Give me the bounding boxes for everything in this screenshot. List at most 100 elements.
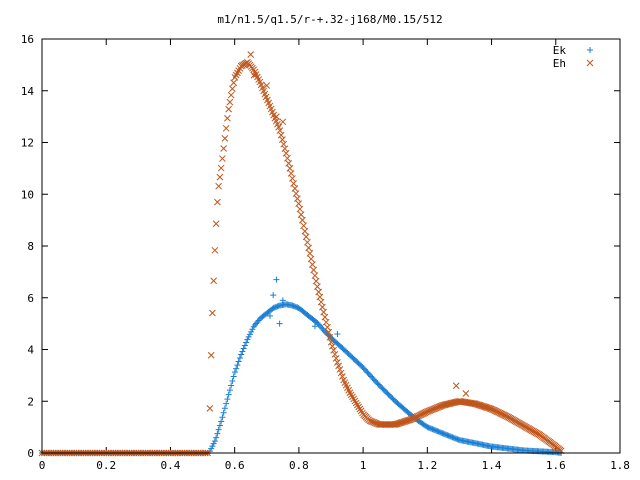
data-point [309,261,316,268]
data-point [216,173,224,181]
data-point [352,399,360,407]
data-point [225,105,233,113]
x-tick-label: 1.4 [482,459,502,472]
data-point [311,272,319,279]
data-point [222,124,230,132]
x-tick-label: 1.2 [417,459,437,472]
data-point [277,131,285,139]
data-point [321,313,329,321]
data-point [243,339,250,346]
data-point [279,118,287,126]
data-point [226,98,234,106]
data-point [209,443,216,450]
data-point [336,366,344,373]
data-point [339,373,346,380]
data-point [335,362,343,370]
data-point [225,391,232,398]
data-point [337,369,345,377]
data-point [295,200,303,207]
x-tick-label: 1.6 [546,459,566,472]
data-point [301,227,309,235]
data-point [230,79,238,87]
data-point [245,333,252,340]
data-point [296,205,304,213]
data-point [246,331,253,338]
x-tick-label: 0.8 [289,459,309,472]
data-point [211,438,218,445]
data-point [223,400,230,407]
data-point [218,418,225,425]
data-point [234,362,241,369]
data-point [471,400,479,408]
data-point [326,333,334,341]
data-point [215,182,223,190]
data-point [310,266,318,274]
data-point [334,330,341,337]
data-point [300,222,308,230]
data-point [311,323,318,330]
data-point [305,244,313,252]
data-point [317,298,325,306]
data-point [273,276,280,283]
data-point [238,351,245,358]
data-point [334,359,341,366]
data-point [229,85,236,93]
data-point [207,351,215,359]
data-point [250,71,258,79]
data-point [331,350,339,358]
data-point [391,421,399,428]
data-point [248,328,255,335]
data-point [220,145,228,152]
data-point [315,288,323,296]
data-point [291,185,299,192]
data-point [226,387,233,394]
data-point [306,250,314,257]
y-tick-label: 2 [27,395,34,408]
legend-marker [587,47,593,53]
data-point [294,195,301,202]
data-point [235,358,242,365]
x-tick-label: 0 [39,459,46,472]
data-point [244,336,251,343]
data-point [320,308,328,316]
data-point [273,113,280,120]
data-point [286,165,294,172]
data-point [312,277,320,285]
data-point [452,382,460,390]
data-point [221,135,229,142]
data-point [357,407,365,415]
data-point [209,309,216,317]
data-point [350,395,358,403]
y-tick-label: 0 [27,447,34,460]
data-point [236,355,243,362]
data-point [282,149,290,157]
data-point [227,91,235,99]
data-point [356,405,364,413]
data-point [314,283,321,290]
data-point [266,312,273,319]
data-point [228,382,235,389]
data-point [233,365,240,372]
y-tick-label: 6 [27,292,34,305]
data-point [210,440,217,447]
data-point [332,354,340,362]
series-eh [38,51,565,457]
data-point [324,323,331,331]
tick-labels: 0 0.2 0.4 0.6 0.8 1 1.2 1.4 1.6 1.8 0 2 4 6 8 10 12 14 16 [21,33,630,472]
data-point [290,180,298,187]
data-point [249,326,256,333]
data-point [208,445,215,452]
data-point [212,220,220,228]
data-point [210,277,218,285]
data-point [276,127,284,134]
data-point [349,393,356,401]
y-tick-label: 12 [21,137,34,150]
data-point [224,396,231,403]
legend-label: Eh [553,57,566,70]
x-tick-label: 0.2 [96,459,116,472]
data-point [220,409,227,416]
series-ek [39,276,565,456]
data-point [219,155,226,162]
data-point [347,391,355,399]
